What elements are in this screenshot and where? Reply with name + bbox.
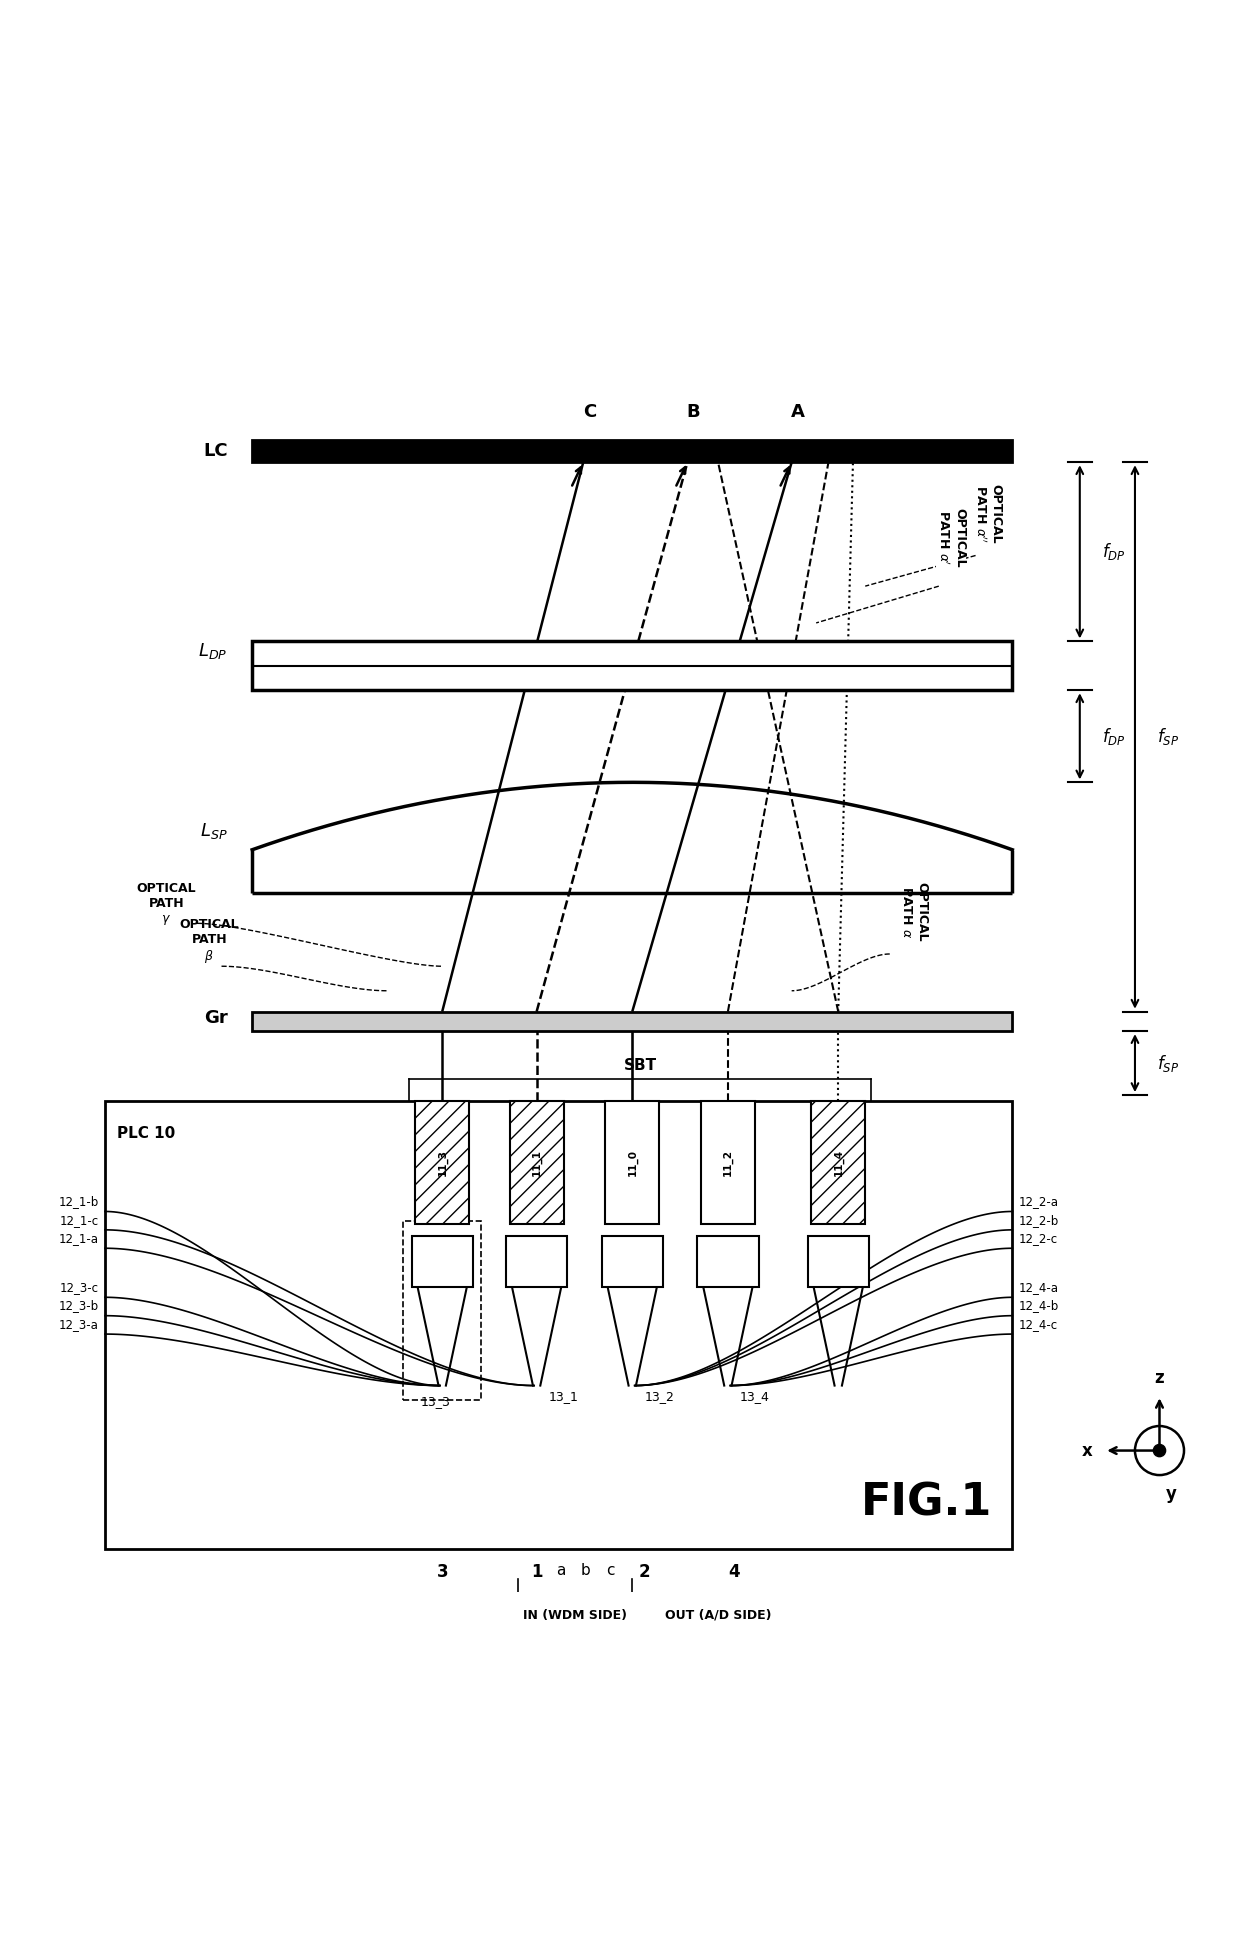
- Bar: [510, 1102, 564, 1223]
- Text: 12_2-a: 12_2-a: [1018, 1196, 1059, 1207]
- Text: z: z: [1154, 1368, 1164, 1388]
- Text: 12_3-c: 12_3-c: [60, 1282, 99, 1294]
- Text: 1: 1: [531, 1564, 542, 1581]
- Text: Gr: Gr: [203, 1008, 228, 1027]
- Text: SBT: SBT: [624, 1059, 657, 1072]
- Text: 3: 3: [436, 1564, 448, 1581]
- Text: 11_3: 11_3: [436, 1149, 448, 1176]
- Text: b: b: [580, 1564, 590, 1579]
- Bar: [697, 1237, 759, 1288]
- Text: 13_3: 13_3: [422, 1395, 451, 1409]
- Text: 12_3-b: 12_3-b: [58, 1299, 99, 1313]
- Text: OPTICAL
PATH $\alpha'$: OPTICAL PATH $\alpha'$: [936, 509, 966, 568]
- Text: 12_2-c: 12_2-c: [1018, 1233, 1058, 1245]
- Text: y: y: [1166, 1485, 1177, 1503]
- Text: 12_1-c: 12_1-c: [60, 1213, 99, 1227]
- Bar: [252, 642, 1012, 691]
- Text: 12_3-a: 12_3-a: [60, 1317, 99, 1331]
- Text: C: C: [583, 403, 596, 421]
- Text: OUT (A/D SIDE): OUT (A/D SIDE): [665, 1609, 771, 1622]
- Text: 12_4-c: 12_4-c: [1018, 1317, 1058, 1331]
- Text: 4: 4: [728, 1564, 740, 1581]
- Text: a: a: [557, 1564, 565, 1579]
- Text: FIG.1: FIG.1: [861, 1481, 992, 1525]
- Bar: [811, 1102, 866, 1223]
- Text: OPTICAL
PATH
$\gamma$: OPTICAL PATH $\gamma$: [136, 883, 196, 928]
- Bar: [807, 1237, 869, 1288]
- Text: LC: LC: [203, 442, 228, 460]
- Text: OPTICAL
PATH $\alpha''$: OPTICAL PATH $\alpha''$: [973, 483, 1003, 544]
- Bar: [412, 1237, 472, 1288]
- Circle shape: [1153, 1444, 1166, 1456]
- Text: $L_{DP}$: $L_{DP}$: [198, 642, 228, 661]
- Text: OPTICAL
PATH $\alpha$: OPTICAL PATH $\alpha$: [900, 883, 929, 941]
- Text: 11_1: 11_1: [532, 1149, 542, 1176]
- Text: B: B: [687, 403, 701, 421]
- Text: 12_2-b: 12_2-b: [1018, 1213, 1059, 1227]
- Text: PLC 10: PLC 10: [118, 1125, 176, 1141]
- Text: $L_{SP}$: $L_{SP}$: [200, 822, 228, 842]
- Text: $f_{SP}$: $f_{SP}$: [1157, 726, 1179, 748]
- Text: $f_{SP}$: $f_{SP}$: [1157, 1053, 1179, 1074]
- Text: A: A: [791, 403, 805, 421]
- Bar: [403, 1221, 481, 1401]
- Text: 12_4-b: 12_4-b: [1018, 1299, 1059, 1313]
- Bar: [701, 1102, 755, 1223]
- Text: IN (WDM SIDE): IN (WDM SIDE): [523, 1609, 627, 1622]
- Text: 11_2: 11_2: [723, 1149, 733, 1176]
- Bar: [252, 1012, 1012, 1031]
- Text: 13_2: 13_2: [645, 1391, 675, 1403]
- Text: $f_{DP}$: $f_{DP}$: [1102, 726, 1126, 748]
- Text: 13_4: 13_4: [740, 1391, 770, 1403]
- Text: $f_{DP}$: $f_{DP}$: [1102, 542, 1126, 562]
- Bar: [601, 1237, 663, 1288]
- Bar: [415, 1102, 469, 1223]
- Text: 11_0: 11_0: [627, 1149, 637, 1176]
- Text: 12_1-a: 12_1-a: [60, 1233, 99, 1245]
- Bar: [605, 1102, 660, 1223]
- Text: 2: 2: [639, 1564, 650, 1581]
- Bar: [105, 1102, 1012, 1548]
- Text: 12_1-b: 12_1-b: [58, 1196, 99, 1207]
- Text: x: x: [1081, 1442, 1092, 1460]
- Bar: [252, 440, 1012, 462]
- Text: 11_4: 11_4: [833, 1149, 843, 1176]
- Text: 13_1: 13_1: [549, 1391, 579, 1403]
- Text: c: c: [606, 1564, 615, 1579]
- Text: OPTICAL
PATH
$\beta$: OPTICAL PATH $\beta$: [180, 918, 239, 965]
- Text: 12_4-a: 12_4-a: [1018, 1282, 1059, 1294]
- Bar: [506, 1237, 567, 1288]
